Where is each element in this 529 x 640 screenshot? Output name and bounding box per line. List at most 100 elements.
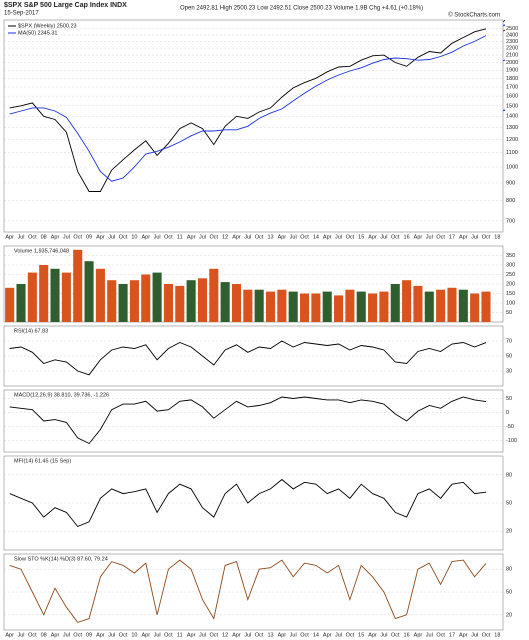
x-tick-label-bottom: 16: [404, 632, 410, 638]
x-tick-label: 09: [86, 234, 92, 240]
x-tick-label: 17: [449, 234, 455, 240]
y-tick-label: -50: [506, 424, 514, 430]
bar: [436, 289, 446, 322]
bar: [243, 289, 253, 322]
y-tick-label: 700: [506, 218, 515, 224]
x-tick-label: Apr: [141, 234, 150, 240]
bar: [254, 289, 264, 322]
y-tick-label: 2500: [506, 26, 518, 32]
bar: [95, 268, 105, 322]
x-tick-label: Oct: [119, 234, 128, 240]
y-tick-label: 1600: [506, 94, 518, 100]
line: [9, 478, 487, 528]
bar: [5, 287, 15, 322]
bar: [470, 293, 480, 322]
x-tick-label: Jul: [63, 234, 70, 240]
x-tick-label: Oct: [482, 234, 491, 240]
panel-title: MACD(12,26,9) 38.810, 39.736, -1.226: [14, 392, 109, 398]
bar: [402, 280, 412, 322]
bar: [197, 278, 208, 322]
y-tick-label: 900: [506, 180, 515, 186]
x-tick-label: Apr: [232, 234, 241, 240]
x-tick-label-bottom: Jul: [154, 632, 161, 638]
bar: [413, 285, 423, 322]
x-tick-label-bottom: 13: [267, 632, 273, 638]
x-tick-label: Oct: [164, 234, 173, 240]
y-tick-label: 100: [506, 300, 515, 306]
x-tick-label-bottom: 14: [313, 632, 319, 638]
x-tick-label-bottom: Apr: [232, 632, 241, 638]
x-tick-label: Oct: [28, 234, 37, 240]
x-tick-label-bottom: Oct: [255, 632, 264, 638]
x-tick-label-bottom: Oct: [164, 632, 173, 638]
bar: [368, 293, 378, 322]
x-tick-label-bottom: Jul: [244, 632, 251, 638]
watermark: © StockCharts.com: [448, 12, 500, 19]
panel-title: MFI(14) 61.45 (15 Sep): [14, 458, 71, 464]
x-tick-label: 18: [494, 234, 500, 240]
y-tick-label: 200: [506, 281, 515, 287]
x-tick-label: Jul: [244, 234, 251, 240]
x-tick-label-bottom: Oct: [300, 632, 309, 638]
x-tick-label-bottom: Oct: [28, 632, 37, 638]
x-tick-label: Oct: [210, 234, 219, 240]
x-tick-label-bottom: Apr: [414, 632, 423, 638]
legend-entry: $SPX (Weekly) 2500.23: [18, 23, 77, 29]
x-tick-label: 11: [177, 234, 183, 240]
bar: [299, 293, 310, 322]
bar: [481, 291, 491, 322]
x-tick-label-bottom: Oct: [391, 632, 400, 638]
x-tick-label-bottom: Jul: [63, 632, 70, 638]
x-tick-label: Oct: [391, 234, 400, 240]
y-tick-label: 1700: [506, 84, 518, 90]
x-tick-label-bottom: Oct: [436, 632, 445, 638]
x-tick-label-bottom: Apr: [51, 632, 60, 638]
y-tick-label: -100: [506, 438, 517, 444]
bar: [322, 291, 332, 322]
y-tick-label: 1100: [506, 150, 518, 156]
bar: [27, 272, 37, 322]
x-tick-label: Apr: [368, 234, 377, 240]
bar: [447, 287, 457, 322]
y-tick-label: 1200: [506, 137, 518, 143]
x-tick-label-bottom: Oct: [119, 632, 128, 638]
legend-entry: MA(50) 2345.31: [18, 30, 57, 36]
x-tick-label-bottom: Apr: [368, 632, 377, 638]
y-tick-label: 50: [506, 589, 512, 595]
x-tick-label-bottom: Apr: [96, 632, 105, 638]
x-tick-label-bottom: Jul: [380, 632, 387, 638]
y-tick-label: 2000: [506, 60, 518, 66]
bar: [107, 280, 117, 322]
x-tick-label-bottom: 15: [358, 632, 364, 638]
x-tick-label: 08: [41, 234, 47, 240]
bar: [186, 280, 196, 322]
bar: [163, 284, 173, 322]
x-tick-label-bottom: Apr: [187, 632, 196, 638]
x-tick-label: Jul: [335, 234, 342, 240]
x-tick-label: Apr: [323, 234, 332, 240]
x-tick-label-bottom: 10: [131, 632, 137, 638]
x-tick-label: 16: [404, 234, 410, 240]
y-tick-label: 20: [506, 529, 512, 535]
y-tick-label: 0: [506, 410, 509, 416]
x-tick-label: Apr: [51, 234, 60, 240]
x-tick-label: Oct: [436, 234, 445, 240]
y-tick-label: 50: [506, 396, 512, 402]
x-tick-label-bottom: 17: [449, 632, 455, 638]
x-tick-label-bottom: Apr: [278, 632, 287, 638]
line: [9, 28, 487, 192]
y-tick-label: 50: [506, 310, 512, 316]
x-tick-label: Oct: [73, 234, 82, 240]
panel: [3, 389, 504, 453]
bar: [152, 272, 162, 322]
x-tick-label-bottom: Oct: [210, 632, 219, 638]
x-tick-label: Jul: [199, 234, 206, 240]
x-tick-label-bottom: Apr: [323, 632, 332, 638]
x-tick-label: Oct: [255, 234, 264, 240]
bar: [231, 284, 242, 322]
x-tick-label: Jul: [108, 234, 115, 240]
x-tick-label: Jul: [290, 234, 297, 240]
y-tick-label: 80: [506, 472, 512, 478]
bar: [356, 291, 366, 322]
